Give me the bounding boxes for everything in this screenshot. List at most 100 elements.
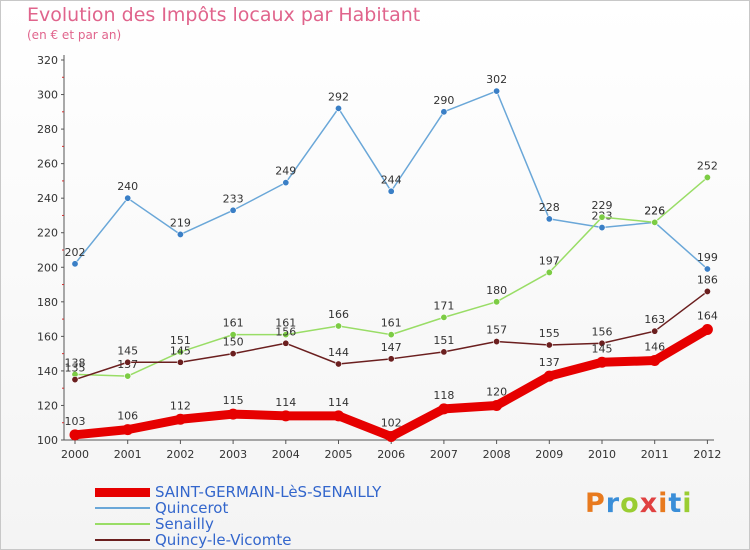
data-point [124,358,132,366]
y-tick-label: 140 [37,365,58,378]
data-point [545,268,553,276]
data-point [649,355,661,367]
data-label: 292 [328,90,349,103]
legend-swatch [95,523,150,525]
y-tick-label: 220 [37,227,58,240]
logo-letter: P [585,488,606,519]
data-label: 156 [592,325,613,338]
x-tick-label: 2008 [483,448,511,461]
data-point [282,179,290,187]
data-label: 290 [433,94,454,107]
data-label: 161 [381,317,402,330]
legend-label: Quincerot [155,499,229,517]
y-tick-label: 320 [37,54,58,67]
legend-label: SAINT-GERMAIN-LèS-SENAILLY [155,483,382,501]
y-tick-label: 240 [37,192,58,205]
data-point [176,230,184,238]
data-label: 226 [644,204,665,217]
data-label: 147 [381,341,402,354]
data-label: 240 [117,180,138,193]
data-point [651,327,659,335]
data-label: 144 [328,346,349,359]
data-point [71,376,79,384]
data-label: 115 [223,394,244,407]
logo-letter: t [668,488,683,519]
data-label: 146 [644,341,665,354]
chart-title: Evolution des Impôts locaux par Habitant [27,4,421,26]
data-label: 150 [223,336,244,349]
data-label: 186 [697,273,718,286]
legend-swatch [95,507,150,509]
y-tick-label: 300 [37,89,58,102]
data-label: 228 [539,201,560,214]
data-point [493,298,501,306]
data-label: 145 [170,344,191,357]
data-point [229,206,237,214]
data-point [596,356,608,368]
data-point [438,403,450,415]
data-label: 106 [117,410,138,423]
y-tick-label: 100 [37,434,58,447]
data-label: 252 [697,159,718,172]
x-tick-label: 2002 [166,448,194,461]
data-point [122,424,134,436]
data-label: 233 [223,192,244,205]
data-label: 151 [433,334,454,347]
y-tick-label: 200 [37,261,58,274]
data-label: 145 [117,344,138,357]
data-point [545,341,553,349]
data-point [385,431,397,443]
data-point [598,339,606,347]
data-point [124,372,132,380]
data-point [493,338,501,346]
data-point [334,360,342,368]
data-label: 249 [275,165,296,178]
data-point [545,215,553,223]
legend-label: Quincy-le-Vicomte [155,531,292,549]
data-label: 112 [170,399,191,412]
data-point [176,348,184,356]
data-point [124,194,132,202]
legend-label: Senailly [155,515,214,533]
data-label: 138 [65,356,86,369]
x-tick-label: 2010 [588,448,616,461]
x-tick-label: 2001 [114,448,142,461]
data-label: 197 [539,254,560,267]
data-label: 157 [486,324,507,337]
x-tick-label: 2005 [325,448,353,461]
data-label: 229 [592,199,613,212]
data-point [174,413,186,425]
legend-swatch [95,539,150,541]
logo-letter: r [605,488,621,519]
data-point [387,187,395,195]
data-label: 171 [433,299,454,312]
data-label: 120 [486,385,507,398]
data-label: 226 [644,204,665,217]
data-point [651,218,659,226]
data-point [282,339,290,347]
data-point [703,287,711,295]
data-point [334,322,342,330]
data-label: 118 [433,389,454,402]
logo-letter: i [682,488,693,519]
y-tick-label: 120 [37,399,58,412]
data-label: 202 [65,246,86,259]
data-label: 244 [381,173,402,186]
data-label: 135 [65,362,86,375]
data-point [333,410,344,422]
data-point [440,108,448,116]
data-label: 156 [275,325,296,338]
x-tick-label: 2009 [535,448,563,461]
y-tick-label: 180 [37,296,58,309]
data-point [334,104,342,112]
data-label: 166 [328,308,349,321]
data-point [440,348,448,356]
data-label: 164 [697,309,718,322]
data-point [71,260,79,268]
y-tick-label: 160 [37,330,58,343]
x-tick-label: 2004 [272,448,300,461]
data-point [282,331,290,339]
data-point [703,173,711,181]
data-label: 137 [539,356,560,369]
